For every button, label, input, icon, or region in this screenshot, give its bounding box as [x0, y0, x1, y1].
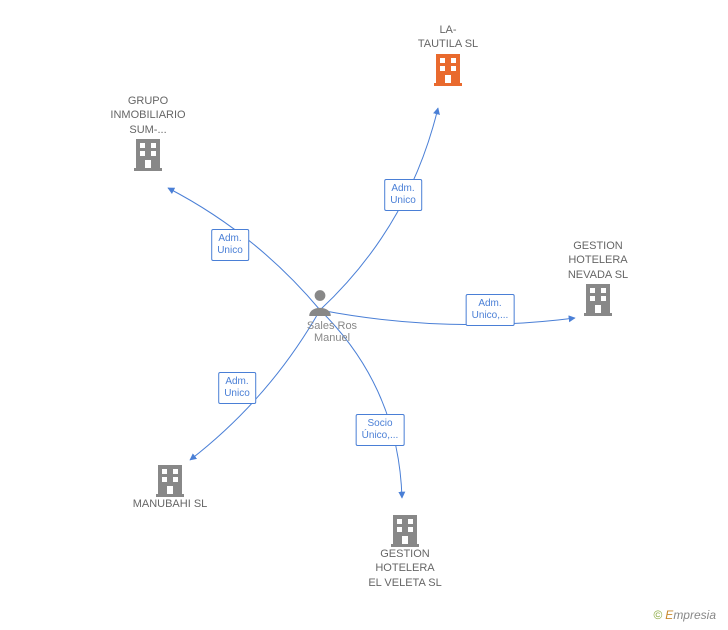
building-icon: [115, 463, 225, 497]
company-node-manubahi[interactable]: MANUBAHI SL: [115, 463, 225, 511]
node-label: MANUBAHI SL: [115, 497, 225, 511]
company-node-gestionnevada[interactable]: GESTIONHOTELERANEVADA SL: [543, 239, 653, 316]
network-canvas: Sales Ros Manuel LA-TAUTILA SL GRUPOINMO…: [0, 0, 728, 630]
center-node-label: Sales Ros Manuel: [292, 320, 372, 344]
node-label: GESTIONHOTELERANEVADA SL: [543, 239, 653, 282]
person-icon: [305, 288, 335, 316]
building-icon: [543, 282, 653, 316]
watermark-brand-rest: mpresia: [673, 608, 716, 622]
company-node-latautila[interactable]: LA-TAUTILA SL: [393, 23, 503, 86]
node-label: GRUPOINMOBILIARIOSUM-...: [93, 94, 203, 137]
copyright-symbol: ©: [653, 608, 662, 622]
center-node-person[interactable]: [305, 288, 335, 316]
edge-badge-grupo[interactable]: Adm.Unico: [211, 229, 249, 261]
building-icon: [93, 137, 203, 171]
node-label: GESTIONHOTELERAEL VELETA SL: [350, 547, 460, 590]
company-node-grupo[interactable]: GRUPOINMOBILIARIOSUM-...: [93, 94, 203, 171]
edge-badge-gestionnevada[interactable]: Adm.Unico,...: [466, 294, 515, 326]
watermark: ©Empresia: [653, 608, 716, 622]
building-icon: [393, 52, 503, 86]
edge-badge-manubahi[interactable]: Adm.Unico: [218, 372, 256, 404]
edge-badge-gestionveleta[interactable]: SocioÚnico,...: [356, 414, 405, 446]
building-icon: [350, 513, 460, 547]
edge-badge-latautila[interactable]: Adm.Unico: [384, 179, 422, 211]
company-node-gestionveleta[interactable]: GESTIONHOTELERAEL VELETA SL: [350, 513, 460, 590]
center-node-label-wrap: Sales Ros Manuel: [292, 320, 372, 344]
node-label: LA-TAUTILA SL: [393, 23, 503, 52]
